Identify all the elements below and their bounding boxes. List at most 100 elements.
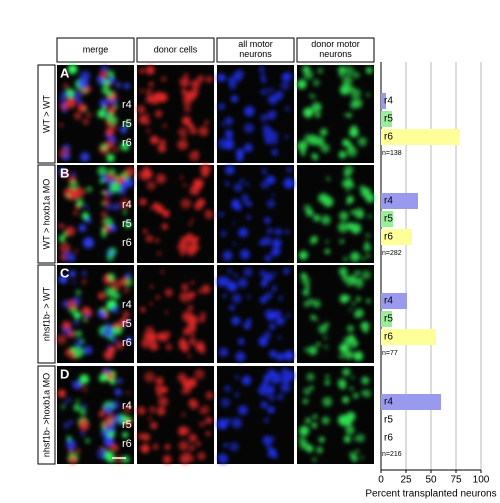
cell [101, 375, 107, 381]
cell [97, 166, 108, 176]
cell [355, 449, 360, 453]
cell [136, 105, 146, 114]
cell [113, 338, 118, 342]
bar [381, 293, 407, 309]
cell [244, 106, 255, 117]
cell [226, 418, 231, 423]
cell [349, 386, 354, 391]
cell [236, 154, 244, 162]
cell [190, 280, 195, 285]
cell [324, 380, 330, 386]
bar-label: r6 [384, 232, 393, 243]
cell [367, 214, 373, 219]
cell [263, 374, 271, 382]
cell [61, 90, 69, 98]
cell [238, 227, 249, 238]
cell [83, 237, 94, 249]
x-tick-label: 0 [378, 475, 384, 486]
cell [81, 306, 91, 316]
cell [196, 441, 201, 446]
cell [113, 147, 119, 153]
micrograph [217, 366, 295, 464]
cell [312, 299, 321, 308]
cell [177, 139, 188, 150]
cell [322, 396, 333, 407]
cell [105, 288, 109, 292]
cell [65, 226, 75, 237]
cell [310, 235, 318, 243]
cell [317, 194, 325, 202]
cell [142, 229, 148, 234]
cell [342, 396, 350, 404]
bar-label: r5 [384, 314, 393, 325]
bar [381, 394, 441, 410]
cell [75, 289, 81, 296]
cell [366, 254, 371, 258]
cell [312, 95, 316, 99]
cell [188, 126, 197, 135]
cell [222, 294, 227, 298]
cell [156, 391, 162, 397]
cell [109, 143, 113, 148]
cell [269, 395, 275, 401]
cell [360, 390, 367, 396]
cell [150, 341, 160, 351]
cell [160, 76, 167, 82]
cell [365, 241, 369, 245]
cell [317, 67, 324, 74]
panel-letter: A [60, 65, 70, 80]
cell [199, 409, 205, 414]
cell [81, 279, 87, 285]
cell [319, 128, 328, 136]
cell [199, 421, 206, 428]
cell [268, 87, 273, 93]
cell [98, 292, 106, 300]
micrograph [136, 65, 214, 163]
cell [260, 88, 268, 96]
cell [342, 367, 351, 377]
cell [139, 198, 147, 206]
cell [266, 393, 271, 398]
cell [114, 104, 119, 108]
cell [126, 336, 133, 343]
cell [262, 435, 273, 446]
cell [109, 135, 117, 143]
cell [274, 90, 284, 100]
cell [85, 319, 89, 323]
cell [233, 183, 243, 192]
cell [148, 416, 152, 421]
cell [286, 167, 292, 173]
cell [231, 417, 242, 429]
cell [350, 101, 358, 109]
cell [243, 143, 253, 153]
cell [156, 251, 162, 256]
cell [178, 440, 189, 451]
cell [103, 349, 114, 361]
bar-label: r6 [384, 433, 393, 444]
x-tick-label: 25 [400, 475, 412, 486]
cell [85, 438, 90, 444]
micrograph [296, 65, 374, 163]
cell [308, 134, 319, 146]
cell [111, 280, 122, 291]
cell [344, 420, 349, 425]
cell [102, 369, 106, 374]
cell [266, 199, 276, 208]
bar-label: r6 [384, 332, 393, 343]
cell [346, 325, 355, 333]
cell [120, 141, 130, 151]
cell [309, 385, 314, 390]
x-tick-label: 50 [425, 475, 437, 486]
cell [146, 128, 151, 134]
cell [99, 178, 105, 184]
cell [318, 324, 328, 334]
cell [184, 72, 189, 77]
cell [216, 276, 227, 287]
cell [178, 127, 188, 137]
cell [124, 120, 131, 127]
cell [241, 194, 249, 202]
cell [124, 221, 132, 229]
cell [194, 202, 203, 211]
cell [350, 210, 355, 214]
cell [258, 336, 269, 347]
